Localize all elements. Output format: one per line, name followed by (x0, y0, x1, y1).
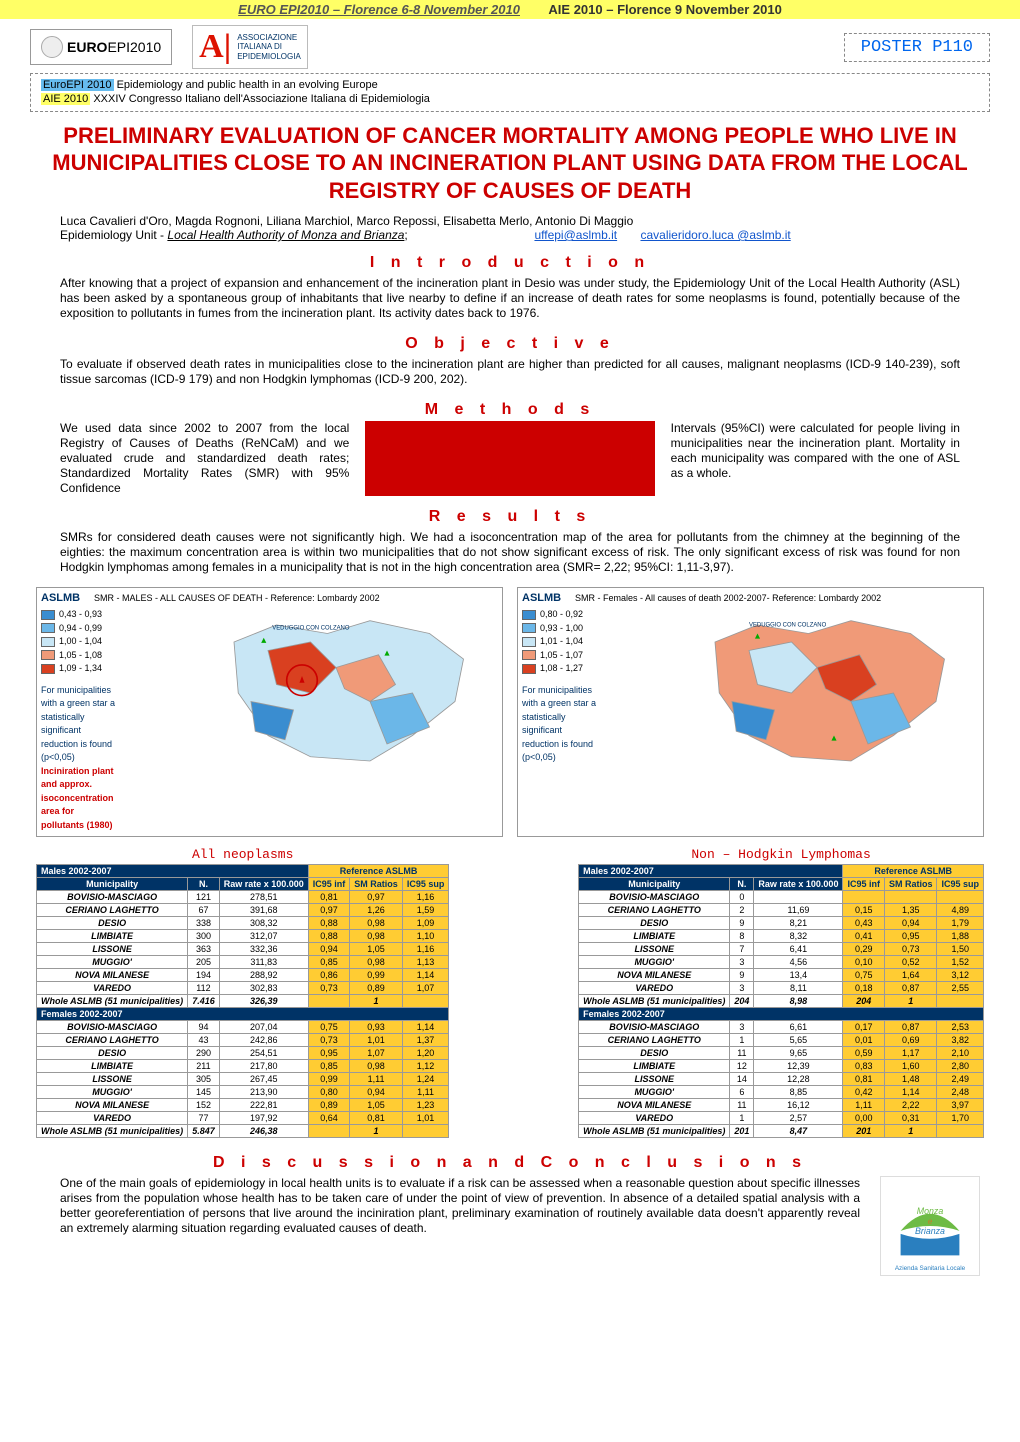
tables-row: All neoplasms Males 2002-2007Reference A… (0, 841, 1020, 1144)
top-banner: EURO EPI2010 – Florence 6-8 November 201… (0, 0, 1020, 19)
aie-logo-line2: ITALIANA DI (237, 42, 282, 51)
maps-row: ASLMB SMR - MALES - ALL CAUSES OF DEATH … (0, 583, 1020, 841)
methods-left: We used data since 2002 to 2007 from the… (60, 421, 349, 496)
logo-group: EUROEUROEPI2010EPI2010 A| ASSOCIAZIONE I… (30, 25, 308, 69)
email-link-2[interactable]: cavalieridoro.luca @aslmb.it (640, 228, 790, 242)
section-results-heading: R e s u l t s (0, 508, 1020, 526)
objective-body: To evaluate if observed death rates in m… (0, 353, 1020, 391)
authors-block: Luca Cavalieri d'Oro, Magda Rognoni, Lil… (0, 212, 1020, 244)
aie-logo-line1: ASSOCIAZIONE (237, 33, 297, 42)
svg-text:VEDUGGIO CON COLZANO: VEDUGGIO CON COLZANO (272, 625, 350, 631)
email-link-1[interactable]: uffepi@aslmb.it (534, 228, 617, 242)
map-females-prefix: ASLMB (522, 592, 561, 604)
top-banner-right: AIE 2010 – Florence 9 November 2010 (548, 2, 781, 17)
section-intro-heading: I n t r o d u c t i o n (0, 254, 1020, 272)
legend-band: 0,43 - 0,93 (41, 608, 191, 622)
legend-band: 0,93 - 1,00 (522, 622, 672, 636)
methods-columns: We used data since 2002 to 2007 from the… (0, 419, 1020, 498)
map-females-title: SMR - Females - All causes of death 2002… (575, 593, 881, 603)
page-title: PRELIMINARY EVALUATION OF CANCER MORTALI… (0, 122, 1020, 213)
map-females-note: For municipalitieswith a green star asta… (522, 684, 672, 765)
aie-logo-line3: EPIDEMIOLOGIA (237, 52, 301, 61)
discussion-body: One of the main goals of epidemiology in… (0, 1172, 1020, 1240)
authors-line: Luca Cavalieri d'Oro, Magda Rognoni, Lil… (60, 214, 633, 228)
legend-band: 0,94 - 0,99 (41, 622, 191, 636)
aie-logo: A| ASSOCIAZIONE ITALIANA DI EPIDEMIOLOGI… (192, 25, 308, 69)
euroepi-logo: EUROEUROEPI2010EPI2010 (30, 29, 172, 65)
map-males-svg: VEDUGGIO CON COLZANO (191, 608, 498, 832)
table-all-caption: All neoplasms (36, 847, 449, 864)
conf-euroepi-txt: Epidemiology and public health in an evo… (117, 79, 378, 91)
legend-band: 1,08 - 1,27 (522, 662, 672, 676)
table-all-neoplasms: All neoplasms Males 2002-2007Reference A… (36, 847, 449, 1138)
legend-band: 1,05 - 1,08 (41, 649, 191, 663)
legend-band: 0,80 - 0,92 (522, 608, 672, 622)
aie-logo-text: ASSOCIAZIONE ITALIANA DI EPIDEMIOLOGIA (237, 33, 301, 62)
map-males-title: SMR - MALES - ALL CAUSES OF DEATH - Refe… (94, 593, 380, 603)
map-males-prefix: ASLMB (41, 592, 80, 604)
legend-band: 1,05 - 1,07 (522, 649, 672, 663)
legend-band: 1,00 - 1,04 (41, 635, 191, 649)
legend-band: 1,09 - 1,34 (41, 662, 191, 676)
footer-logo-l3: Brianza (915, 1226, 945, 1236)
conf-info-box: EuroEPI 2010 Epidemiology and public hea… (30, 73, 990, 112)
aie-logo-mark: A| (199, 30, 231, 64)
map-males-panel: ASLMB SMR - MALES - ALL CAUSES OF DEATH … (36, 587, 503, 837)
footer-logo-l1: Monza (917, 1206, 944, 1216)
map-males-plant-label: Inciniration plantand approx.isoconcentr… (41, 765, 191, 833)
affil-prefix: Epidemiology Unit - (60, 228, 167, 242)
conf-aie-txt: XXXIV Congresso Italiano dell'Associazio… (93, 93, 430, 105)
map-females-panel: ASLMB SMR - Females - All causes of deat… (517, 587, 984, 837)
footer-logo-l4: Azienda Sanitaria Locale (895, 1265, 966, 1272)
globe-icon (41, 36, 63, 58)
section-discussion-heading: D i s c u s s i o n a n d C o n c l u s … (0, 1154, 1020, 1172)
header-row: EUROEUROEPI2010EPI2010 A| ASSOCIAZIONE I… (0, 19, 1020, 71)
methods-right: Intervals (95%CI) were calculated for pe… (671, 421, 960, 496)
map-females-legend: 0,80 - 0,920,93 - 1,001,01 - 1,041,05 - … (522, 608, 672, 781)
conf-aie-tag: AIE 2010 (41, 93, 90, 105)
results-body: SMRs for considered death causes were no… (0, 526, 1020, 579)
map-females-svg: VEDUGGIO CON COLZANO (672, 608, 979, 781)
methods-divider (365, 421, 654, 496)
affil-italic: Local Health Authority of Monza and Bria… (167, 228, 404, 242)
footer-logo: Monza e Brianza Azienda Sanitaria Locale (880, 1176, 980, 1279)
conf-euroepi-tag: EuroEPI 2010 (41, 79, 114, 91)
intro-body: After knowing that a project of expansio… (0, 272, 1020, 325)
table-all: Males 2002-2007Reference ASLMBMunicipali… (36, 864, 449, 1138)
svg-text:VEDUGGIO CON COLZANO: VEDUGGIO CON COLZANO (749, 623, 827, 629)
map-males-legend: 0,43 - 0,930,94 - 0,991,00 - 1,041,05 - … (41, 608, 191, 832)
legend-band: 1,01 - 1,04 (522, 635, 672, 649)
section-objective-heading: O b j e c t i v e (0, 335, 1020, 353)
poster-label: POSTER P110 (844, 33, 990, 62)
section-methods-heading: M e t h o d s (0, 401, 1020, 419)
map-males-note: For municipalitieswith a green star asta… (41, 684, 191, 765)
top-banner-left: EURO EPI2010 – Florence 6-8 November 201… (238, 2, 520, 17)
table-nhl-table: Males 2002-2007Reference ASLMBMunicipali… (578, 864, 984, 1138)
table-nhl-caption: Non – Hodgkin Lymphomas (578, 847, 984, 864)
footer-logo-l2: e (928, 1217, 933, 1226)
table-nhl: Non – Hodgkin Lymphomas Males 2002-2007R… (578, 847, 984, 1138)
